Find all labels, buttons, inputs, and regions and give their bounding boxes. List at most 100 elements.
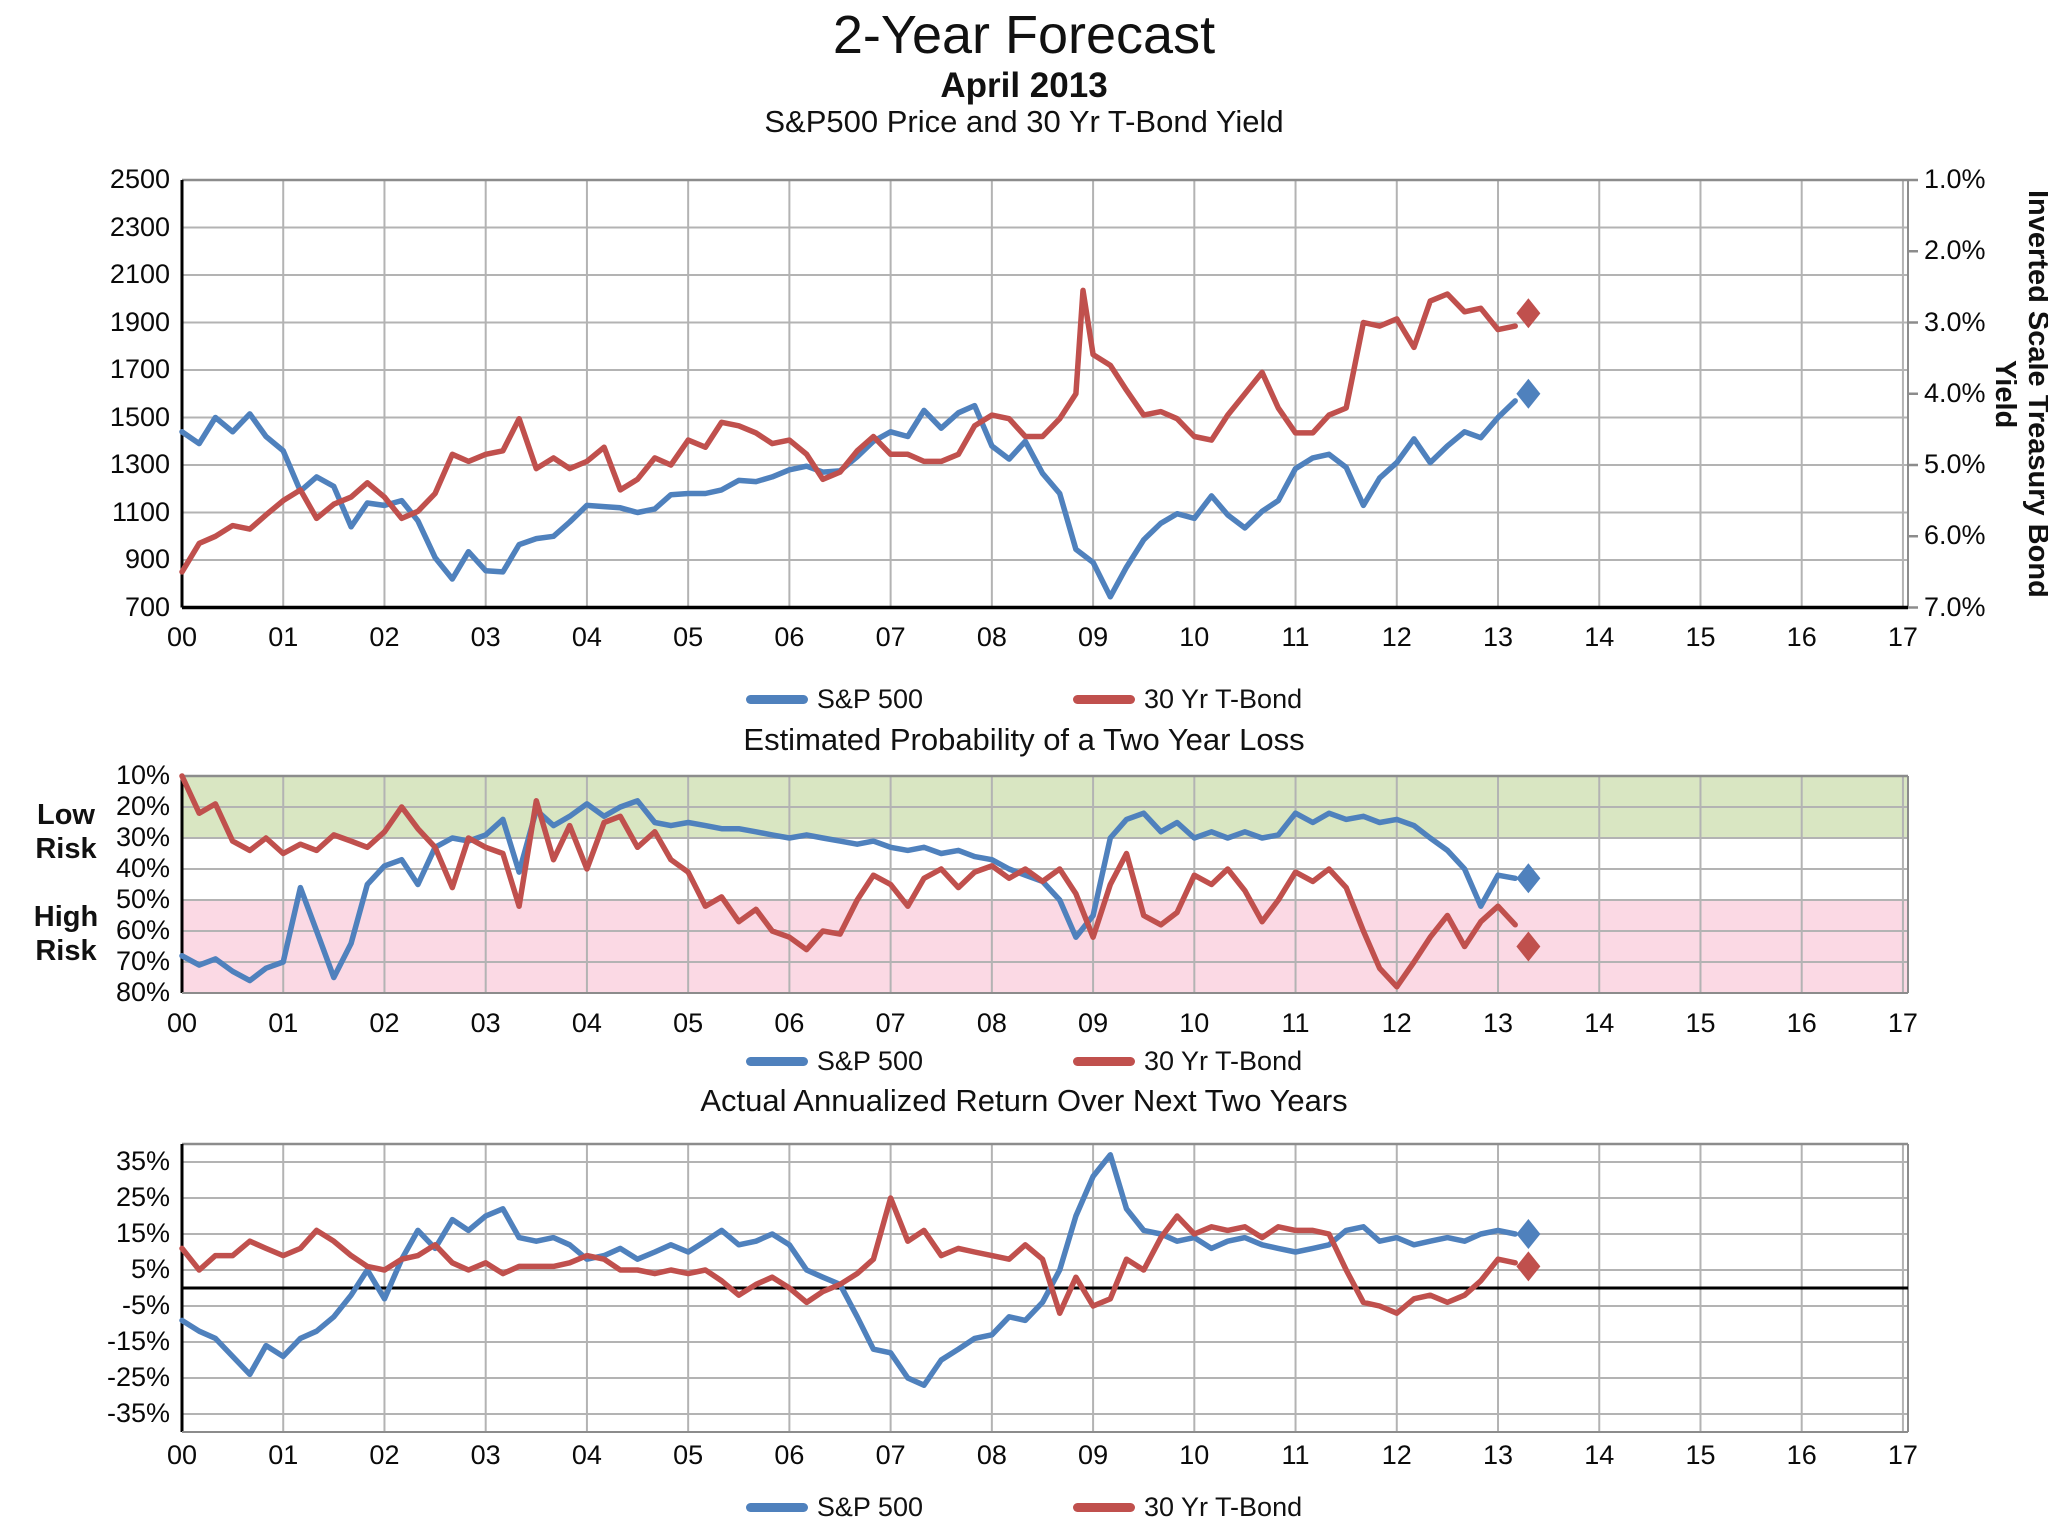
page-title: 2-Year Forecast: [832, 5, 1216, 65]
chart3-tbond-forecast-diamond: [1516, 1251, 1541, 1282]
tbond-legend-label: 30 Yr T-Bond: [1143, 1046, 1303, 1076]
chart3-x-tick-label: 00: [166, 1440, 198, 1470]
chart1-legend: S&P 500 30 Yr T-Bond: [0, 684, 2048, 715]
chart3-y-tick-label: -5%: [121, 1289, 170, 1320]
chart3-x-tick-label: 06: [774, 1440, 805, 1470]
chart2-x-tick-label: 16: [1786, 1008, 1817, 1038]
chart1-x-tick-label: 08: [976, 622, 1007, 652]
chart1-y-tick-label: 1500: [109, 401, 170, 432]
chart3-tbond-line: [179, 1195, 1518, 1316]
chart1-x-tick-label: 07: [875, 622, 906, 652]
chart3-sp500-forecast-diamond: [1516, 1219, 1541, 1249]
chart3-x-tick-label: 03: [470, 1440, 501, 1470]
legend-item-tbond: 30 Yr T-Bond: [1072, 1492, 1303, 1523]
chart2-y-tick-label: 20%: [115, 790, 170, 821]
chart2-y-tick-label: 10%: [115, 759, 170, 790]
chart2-x-tick-label: 02: [369, 1008, 400, 1038]
chart1-x-tick-label: 06: [774, 622, 805, 652]
chart2-x-tick-label: 15: [1685, 1008, 1716, 1038]
chart1-x-tick-label: 16: [1786, 622, 1817, 652]
chart1-x-tick-label: 14: [1584, 622, 1615, 652]
chart1-x-tick-label: 03: [470, 622, 501, 652]
tbond-legend-label: 30 Yr T-Bond: [1143, 1492, 1303, 1522]
chart3-x-tick-label: 04: [571, 1440, 602, 1470]
sp500-legend-label: S&P 500: [816, 684, 923, 714]
sp500-legend-label: S&P 500: [816, 1492, 923, 1522]
chart2-x-tick-label: 12: [1381, 1008, 1412, 1038]
chart1-x-tick-label: 04: [571, 622, 602, 652]
chart2-x-tick-label: 14: [1584, 1008, 1615, 1038]
chart3-x-tick-label: 01: [268, 1440, 299, 1470]
chart3-x-tick-label: 17: [1887, 1440, 1918, 1470]
chart2-x-tick-label: 11: [1281, 1008, 1310, 1038]
chart3-x-tick-label: 15: [1685, 1440, 1716, 1470]
chart1-y-tick-label: 2100: [109, 258, 170, 289]
chart2-title: Estimated Probability of a Two Year Loss: [743, 722, 1305, 757]
chart1-x-tick-label: 13: [1482, 622, 1514, 652]
chart1-y-tick-label: 1700: [109, 353, 170, 384]
chart2-tbond-forecast-diamond: [1516, 931, 1541, 962]
chart1-x-tick-label: 02: [369, 622, 400, 652]
low-risk-label: Low Risk: [35, 799, 97, 865]
chart2-y-tick-label: 50%: [115, 883, 170, 914]
chart2-x-tick-label: 04: [571, 1008, 602, 1038]
chart2-y-tick-label: 40%: [115, 852, 170, 883]
chart2-legend: S&P 500 30 Yr T-Bond: [0, 1046, 2048, 1077]
chart3-y-tick-label: -15%: [106, 1325, 170, 1356]
chart1-y-tick-label: 900: [124, 543, 170, 574]
chart3-x-tick-label: 05: [673, 1440, 704, 1470]
chart2-x-tick-label: 00: [166, 1008, 198, 1038]
chart3-x-tick-label: 12: [1381, 1440, 1412, 1470]
chart1-x-tick-label: 17: [1887, 622, 1918, 652]
chart2-x-tick-label: 08: [976, 1008, 1007, 1038]
chart3-y-tick-label: 15%: [115, 1217, 170, 1248]
chart3-x-tick-label: 10: [1179, 1440, 1210, 1470]
chart3-y-tick-label: -35%: [106, 1397, 170, 1428]
chart1-right-tick-label: 2.0%: [1924, 235, 1986, 266]
chart1-y-tick-label: 1300: [109, 448, 170, 479]
chart3-y-tick-label: 25%: [115, 1181, 170, 1212]
chart2-x-tick-label: 09: [1078, 1008, 1109, 1038]
chart1-right-tick-label: 1.0%: [1924, 163, 1986, 194]
chart3-x-tick-label: 11: [1281, 1440, 1310, 1470]
chart1-right-tick-label: 4.0%: [1924, 377, 1986, 408]
chart2-x-tick-label: 10: [1179, 1008, 1210, 1038]
chart1-x-tick-label: 00: [166, 622, 198, 652]
chart2-y-tick-label: 60%: [115, 914, 170, 945]
chart2-x-tick-label: 06: [774, 1008, 805, 1038]
legend-item-tbond: 30 Yr T-Bond: [1072, 684, 1302, 715]
chart3-x-tick-label: 09: [1078, 1440, 1109, 1470]
chart1-y-tick-label: 1100: [111, 496, 170, 527]
chart3-x-tick-label: 02: [369, 1440, 400, 1470]
legend-item-tbond: 30 Yr T-Bond: [1072, 1046, 1303, 1077]
chart1-tbond-line: [179, 287, 1518, 575]
legend-item-sp500: S&P 500: [745, 684, 923, 715]
chart1-sp500-forecast-diamond: [1516, 378, 1541, 409]
chart1-x-tick-label: 12: [1381, 622, 1412, 652]
chart1-x-tick-label: 11: [1281, 622, 1310, 652]
chart1-y-tick-label: 2300: [109, 211, 170, 242]
right-axis-title: Inverted Scale Treasury Bond Yield: [1989, 190, 2048, 598]
chart3-x-tick-label: 08: [976, 1440, 1007, 1470]
chart3-x-tick-label: 16: [1786, 1440, 1817, 1470]
sp500-legend-swatch: [745, 695, 808, 704]
chart1-y-tick-label: 1900: [109, 306, 170, 337]
chart2-y-tick-label: 70%: [115, 945, 170, 976]
chart2-y-tick-label: 80%: [115, 976, 170, 1007]
chart3-title: Actual Annualized Return Over Next Two Y…: [700, 1083, 1348, 1118]
chart2-y-tick-label: 30%: [115, 821, 170, 852]
chart3-sp500-line: [179, 1152, 1518, 1388]
chart1-y-tick-label: 2500: [109, 163, 170, 194]
chart2-x-tick-label: 13: [1482, 1008, 1514, 1038]
page-subtitle: April 2013: [940, 66, 1108, 105]
chart2-x-tick-label: 01: [268, 1008, 299, 1038]
tbond-legend-swatch: [1072, 1503, 1135, 1512]
chart1-x-tick-label: 05: [673, 622, 704, 652]
chart1-x-tick-label: 01: [268, 622, 299, 652]
chart1-tbond-forecast-diamond: [1516, 298, 1541, 329]
chart2-x-tick-label: 05: [673, 1008, 704, 1038]
chart3-y-tick-label: 35%: [115, 1145, 170, 1176]
legend-item-sp500: S&P 500: [745, 1492, 923, 1523]
chart3-legend: S&P 500 30 Yr T-Bond: [0, 1492, 2048, 1523]
